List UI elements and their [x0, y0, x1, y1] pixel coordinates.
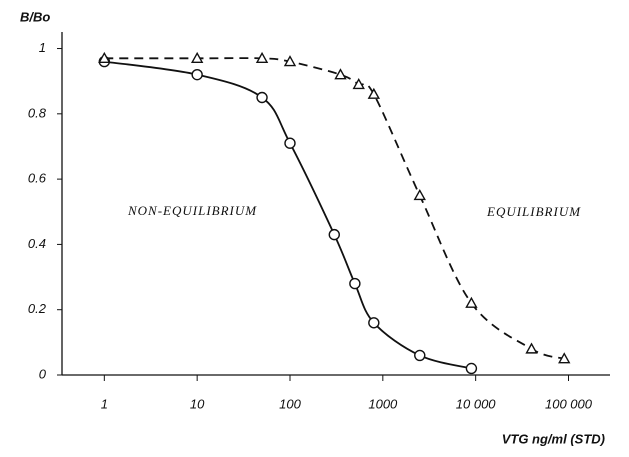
curve-label: EQUILIBRIUM: [486, 204, 581, 219]
marker: [413, 188, 426, 201]
curve: [104, 60, 472, 370]
marker: [328, 228, 340, 241]
marker: [283, 55, 297, 67]
marker: [255, 51, 269, 64]
curve-label: NON-EQUILIBRIUM: [127, 203, 257, 218]
x-tick-label: 10: [190, 396, 205, 411]
marker: [368, 317, 380, 329]
marker: [558, 352, 571, 364]
marker: [525, 342, 538, 354]
marker: [190, 51, 204, 64]
marker: [414, 349, 426, 362]
y-tick-label: 0.6: [28, 171, 47, 186]
marker: [367, 87, 381, 99]
x-tick-label: 100 000: [545, 396, 593, 411]
y-tick-label: 1: [39, 40, 46, 55]
x-tick-label: 10 000: [456, 396, 497, 411]
y-tick-label: 0: [39, 366, 47, 381]
marker: [256, 91, 268, 104]
x-tick-label: 1000: [368, 396, 398, 411]
marker: [349, 277, 361, 290]
marker: [284, 137, 296, 149]
y-tick-label: 0.2: [28, 301, 47, 316]
marker: [334, 68, 347, 80]
marker: [352, 77, 365, 90]
y-axis-label: B/Bo: [20, 9, 50, 24]
y-tick-label: 0.4: [28, 236, 46, 251]
x-tick-label: 100: [279, 396, 301, 411]
marker: [98, 51, 111, 64]
x-tick-label: 1: [101, 396, 108, 411]
marker: [465, 362, 478, 375]
y-tick-label: 0.8: [28, 105, 47, 120]
marker: [191, 68, 203, 81]
marker: [465, 296, 478, 308]
x-axis-label: VTG ng/ml (STD): [502, 431, 605, 446]
